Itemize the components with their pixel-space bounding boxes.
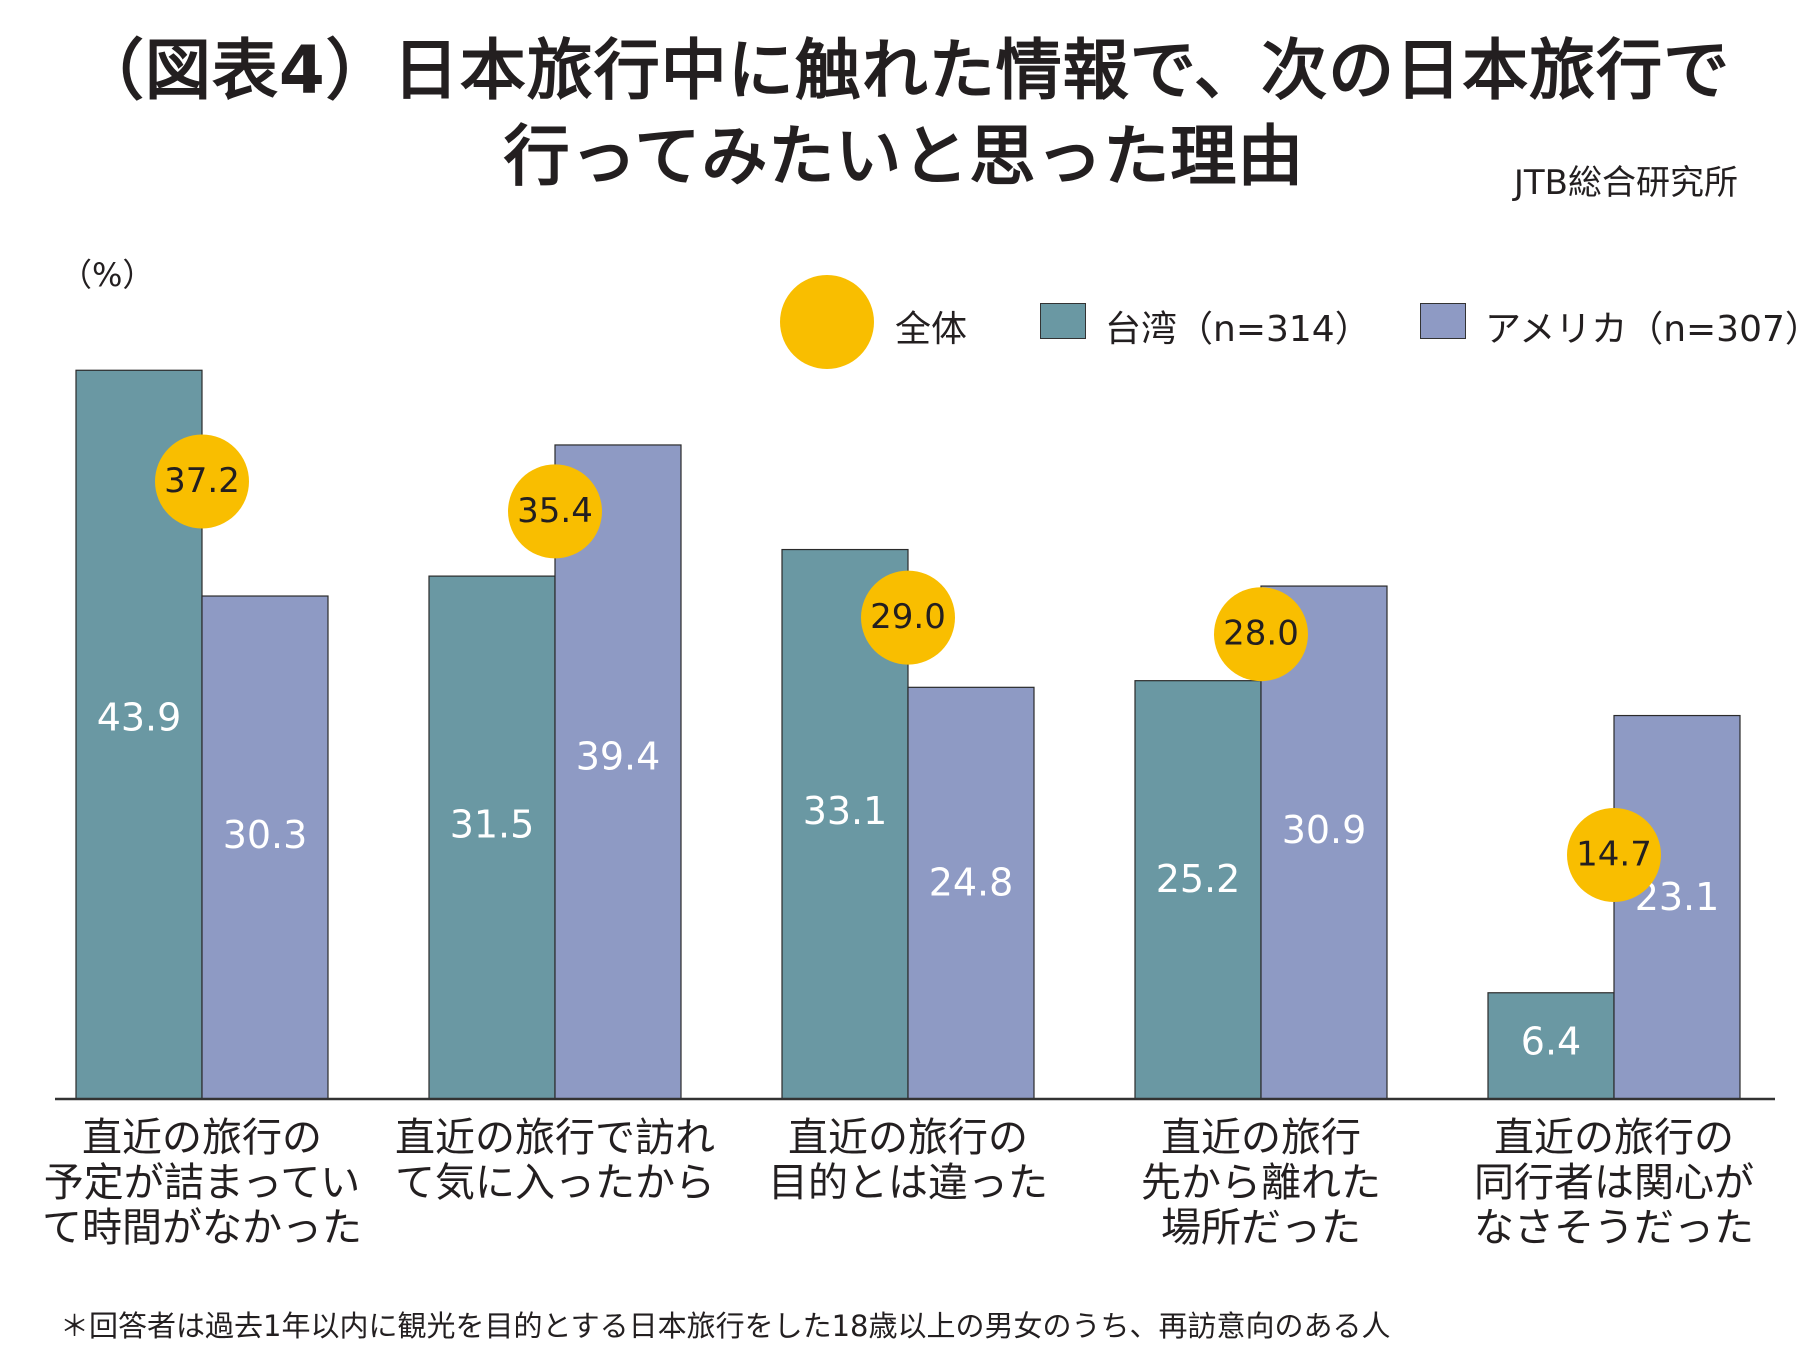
- category-label-4-line3: 場所だった: [1161, 1205, 1361, 1251]
- overall-marker-1: [155, 434, 249, 529]
- overall-marker-4: [1214, 587, 1308, 682]
- legend-usa-swatch: [1420, 303, 1466, 339]
- value-label-usa-2: 39.4: [576, 734, 661, 778]
- bar-usa-5: [1613, 714, 1741, 1100]
- overall-marker-2: [508, 464, 602, 559]
- legend-overall-marker: [780, 275, 874, 369]
- bar-taiwan-2: [428, 575, 556, 1100]
- overall-value-label-1: 37.2: [164, 461, 240, 501]
- bar-usa-1: [201, 595, 329, 1100]
- legend-taiwan-swatch: [1040, 303, 1086, 339]
- value-label-usa-1: 30.3: [223, 813, 308, 857]
- value-label-usa-4: 30.9: [1282, 808, 1367, 852]
- category-label-4-line1: 直近の旅行: [1161, 1115, 1361, 1161]
- overall-value-label-3: 29.0: [870, 597, 946, 637]
- overall-value-label-5: 14.7: [1576, 834, 1652, 874]
- overall-value-label-4: 28.0: [1223, 614, 1299, 654]
- unit-label: （%）: [60, 256, 155, 294]
- category-label-2-line2: て気に入ったから: [395, 1160, 715, 1206]
- value-label-taiwan-5: 6.4: [1521, 1019, 1581, 1063]
- bar-usa-3: [907, 686, 1035, 1100]
- category-label-5-line1: 直近の旅行の: [1494, 1115, 1734, 1161]
- category-label-4-line2: 先から離れた: [1141, 1160, 1381, 1206]
- chart-title: （図表4）日本旅行中に触れた情報で、次の日本旅行で 行ってみたいと思った理由: [0, 28, 1808, 200]
- overall-marker-5: [1567, 807, 1661, 902]
- category-label-5-line2: 同行者は関心が: [1474, 1160, 1754, 1206]
- footnote: ＊回答者は過去1年以内に観光を目的とする日本旅行をした18歳以上の男女のうち、再…: [60, 1309, 1391, 1343]
- source-label: JTB総合研究所: [1513, 163, 1738, 203]
- category-label-3-line1: 直近の旅行の: [788, 1115, 1028, 1161]
- value-label-taiwan-3: 33.1: [803, 789, 888, 833]
- bar-taiwan-4: [1134, 680, 1262, 1100]
- bar-taiwan-5: [1487, 992, 1615, 1100]
- category-label-1-line1: 直近の旅行の: [82, 1115, 322, 1161]
- value-label-taiwan-2: 31.5: [450, 803, 535, 847]
- category-label-2-line1: 直近の旅行で訪れ: [395, 1115, 715, 1161]
- value-label-taiwan-1: 43.9: [97, 696, 182, 740]
- chart-title-line1: （図表4）日本旅行中に触れた情報で、次の日本旅行で: [77, 32, 1731, 109]
- overall-marker-3: [861, 570, 955, 665]
- category-label-5-line3: なさそうだった: [1474, 1205, 1754, 1251]
- legend-taiwan-label: 台湾（n=314）: [1105, 309, 1371, 350]
- chart-title-line2: 行ってみたいと思った理由: [503, 118, 1305, 195]
- category-label-1-line3: て時間がなかった: [42, 1205, 362, 1251]
- legend-overall-label: 全体: [895, 309, 968, 350]
- category-label-3-line2: 目的とは違った: [768, 1160, 1048, 1206]
- bar-usa-2: [554, 444, 682, 1100]
- legend-usa-label: アメリカ（n=307）: [1485, 309, 1808, 350]
- value-label-taiwan-4: 25.2: [1156, 857, 1241, 901]
- legend: 全体 台湾（n=314） アメリカ（n=307）: [780, 270, 1808, 370]
- category-label-1-line2: 予定が詰まってい: [44, 1160, 360, 1206]
- overall-value-label-2: 35.4: [517, 491, 593, 531]
- value-label-usa-3: 24.8: [929, 860, 1014, 904]
